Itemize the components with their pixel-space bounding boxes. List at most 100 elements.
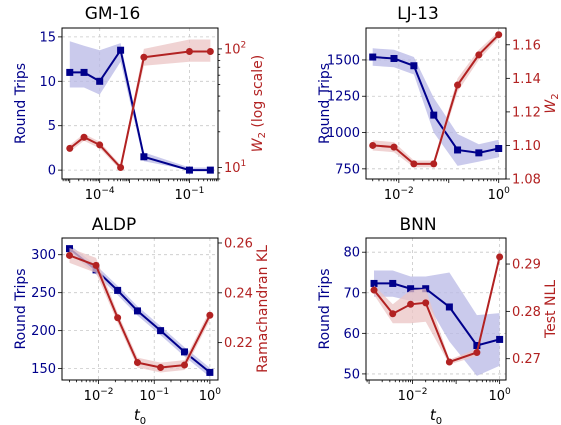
secondary-metric-point xyxy=(157,364,165,372)
secondary-metric-point xyxy=(66,144,74,152)
left-y-tick-label: 1000 xyxy=(327,126,360,141)
round-trips-point xyxy=(390,54,398,62)
x-axis: 10−2 10−1 100 xyxy=(69,380,221,404)
round-trips-point xyxy=(369,53,377,61)
round-trips-point xyxy=(206,368,214,376)
round-trips-point xyxy=(80,68,88,76)
x-tick-label: 10−2 xyxy=(84,387,114,404)
round-trips-point xyxy=(66,68,74,76)
round-trips-point xyxy=(185,166,193,174)
right-y-tick-label: 1.14 xyxy=(512,72,541,87)
secondary-metric-point xyxy=(140,53,148,61)
secondary-metric-point xyxy=(96,141,104,149)
round-trips-point xyxy=(133,307,141,315)
secondary-metric-point xyxy=(80,133,88,141)
right-y-axis: 0.22 0.24 0.26 xyxy=(218,236,253,351)
x-tick-label: 100 xyxy=(488,186,511,203)
left-y-tick-label: 1250 xyxy=(327,90,360,105)
secondary-metric-point xyxy=(133,359,141,367)
secondary-metric-point xyxy=(369,141,377,149)
right-y-axis: 1.08 1.10 1.12 1.14 1.16 xyxy=(506,38,541,188)
left-y-axis: 0 5 10 15 xyxy=(39,30,62,179)
right-y-tick-label: 102 xyxy=(224,40,246,57)
right-axis-label: Test NLL xyxy=(543,280,559,339)
round-trips-point xyxy=(157,327,165,335)
right-axis-label: W2 (log scale) xyxy=(250,55,268,152)
left-y-tick-label: 200 xyxy=(31,324,56,339)
right-y-tick-label: 1.10 xyxy=(512,139,541,154)
grid xyxy=(62,238,218,380)
right-y-axis: 0.27 0.28 0.29 xyxy=(506,258,541,367)
round-trips-point xyxy=(117,46,125,54)
subplot-gm16: GM-16 10−4 10−1 0 5 10 15 101 102 Round Trips W2 … xyxy=(13,4,268,203)
subplot-aldp: ALDP 10−2 10−1 100 150 200 250 300 0.22 0.24 0.26… xyxy=(13,215,271,425)
left-y-tick-label: 60 xyxy=(343,327,360,342)
subplot-lj13: LJ-13 10−2 100 750 1000 1250 1500 1.08 1.10 1.12… xyxy=(317,4,561,203)
right-y-tick-label: 1.12 xyxy=(512,105,541,120)
secondary-metric-point xyxy=(454,81,462,89)
round-trips-point xyxy=(140,153,148,161)
x-axis: 10−4 10−1 xyxy=(62,179,219,203)
round-trips-point xyxy=(410,62,418,70)
x-tick-label: 10−4 xyxy=(85,186,115,203)
plot-frame xyxy=(61,237,219,381)
subplot-title: GM-16 xyxy=(85,4,141,24)
round-trips-point xyxy=(206,166,214,174)
left-y-tick-label: 1500 xyxy=(327,53,360,68)
secondary-metric-point xyxy=(473,349,481,357)
secondary-metric-point xyxy=(495,31,503,39)
secondary-metric-point xyxy=(117,164,125,172)
subplot-bnn: BNN 10−2 100 50 60 70 80 0.27 0.28 0.29 Round Tri… xyxy=(317,215,559,425)
right-y-tick-label: 1.08 xyxy=(512,173,541,188)
round-trips-point xyxy=(475,149,483,157)
secondary-metric-band xyxy=(69,39,211,171)
subplot-title: BNN xyxy=(399,215,436,235)
left-y-tick-label: 750 xyxy=(335,162,360,177)
secondary-metric-point xyxy=(407,300,415,308)
round-trips-point xyxy=(389,279,397,287)
right-y-tick-label: 0.28 xyxy=(512,305,541,320)
round-trips-point xyxy=(181,348,189,356)
secondary-metric-point xyxy=(496,253,504,261)
left-axis-label: Round Trips xyxy=(13,268,29,349)
round-trips-point xyxy=(114,286,122,294)
left-y-tick-label: 250 xyxy=(31,286,56,301)
right-y-tick-label: 1.16 xyxy=(512,38,541,53)
round-trips-point xyxy=(495,145,503,153)
left-y-tick-label: 80 xyxy=(343,246,360,261)
subplot-title: LJ-13 xyxy=(397,4,439,24)
x-tick-label: 10−2 xyxy=(398,387,428,404)
right-y-tick-label: 0.26 xyxy=(224,236,253,251)
right-axis-label: W2 xyxy=(543,93,561,113)
round-trips-point xyxy=(96,77,104,85)
x-axis-label: t0 xyxy=(134,406,146,425)
plot-frame xyxy=(365,237,507,381)
secondary-metric-point xyxy=(206,311,214,319)
round-trips-point xyxy=(370,279,378,287)
right-axis-label: Ramachandran KL xyxy=(255,245,271,373)
secondary-metric-point xyxy=(92,261,100,269)
secondary-metric-point xyxy=(181,361,189,369)
right-y-tick-label: 0.27 xyxy=(512,352,541,367)
round-trips-point xyxy=(473,342,481,350)
secondary-metric-point xyxy=(475,51,483,59)
secondary-metric-band xyxy=(372,31,499,168)
secondary-metric-point xyxy=(422,299,430,307)
x-tick-label: 100 xyxy=(488,387,511,404)
plot-frame xyxy=(365,27,507,180)
right-y-tick-label: 101 xyxy=(224,159,246,176)
left-y-tick-label: 15 xyxy=(39,30,56,45)
left-y-tick-label: 10 xyxy=(39,75,56,90)
round-trips-point xyxy=(407,285,415,293)
left-y-tick-label: 150 xyxy=(31,362,56,377)
plot-frame xyxy=(61,27,219,180)
left-y-axis: 50 60 70 80 xyxy=(343,246,366,382)
right-y-tick-label: 0.29 xyxy=(512,258,541,273)
left-y-tick-label: 70 xyxy=(343,286,360,301)
secondary-metric-point xyxy=(410,160,418,168)
right-y-tick-label: 0.22 xyxy=(224,336,253,351)
left-y-tick-label: 300 xyxy=(31,248,56,263)
round-trips-point xyxy=(445,303,453,311)
left-axis-label: Round Trips xyxy=(317,268,333,349)
